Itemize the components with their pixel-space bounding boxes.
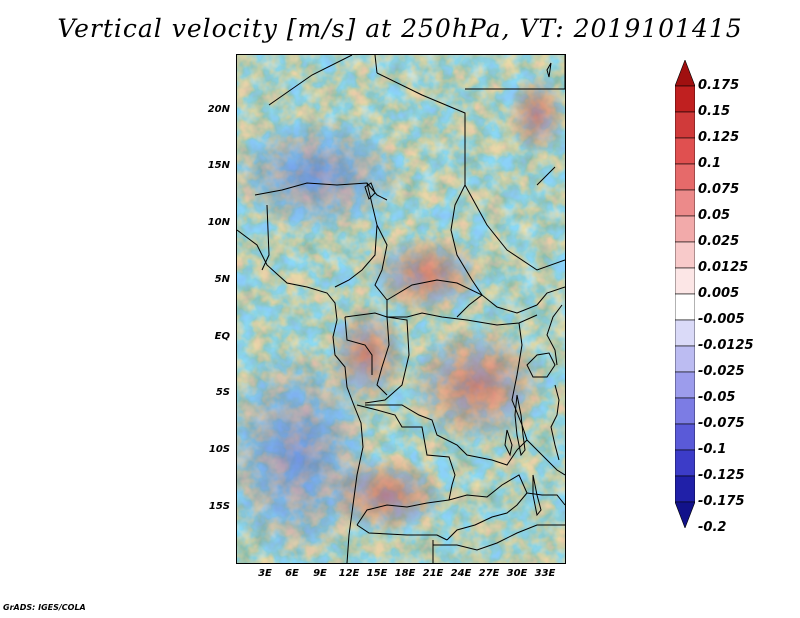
colorbar-label: -0.175	[698, 494, 745, 509]
colorbar-segment	[674, 475, 696, 503]
lat-label-5n: 5N	[214, 274, 230, 285]
grads-credit: GrADS: IGES/COLA	[3, 603, 86, 612]
lat-label-5s: 5S	[215, 387, 230, 398]
colorbar-label: 0.005	[698, 286, 740, 301]
colorbar-label: 0.175	[698, 78, 740, 93]
colorbar-label: -0.1	[698, 442, 727, 457]
colorbar-segment	[674, 189, 696, 217]
lat-label-10s: 10S	[208, 444, 230, 455]
colorbar-segment	[674, 85, 696, 113]
colorbar-segment	[674, 137, 696, 165]
colorbar-label: 0.1	[698, 156, 722, 171]
colorbar	[674, 59, 696, 532]
colorbar-segment	[674, 319, 696, 347]
colorbar-label: 0.125	[698, 130, 740, 145]
colorbar-label: -0.05	[698, 390, 736, 405]
colorbar-segment	[674, 501, 696, 529]
colorbar-segment	[674, 215, 696, 243]
country-borders	[237, 55, 565, 563]
colorbar-segment	[674, 423, 696, 451]
lon-label-3e: 3E	[258, 568, 272, 579]
lon-label-9e: 9E	[313, 568, 327, 579]
lon-label-33e: 33E	[534, 568, 556, 579]
colorbar-label: 0.025	[698, 234, 740, 249]
colorbar-label: -0.0125	[698, 338, 754, 353]
lon-label-21e: 21E	[422, 568, 444, 579]
colorbar-segment	[674, 449, 696, 477]
colorbar-label: -0.075	[698, 416, 745, 431]
colorbar-label: 0.15	[698, 104, 731, 119]
colorbar-segment	[674, 241, 696, 269]
lon-label-24e: 24E	[450, 568, 472, 579]
lat-label-20n: 20N	[207, 104, 230, 115]
colorbar-segment	[674, 293, 696, 321]
lon-label-18e: 18E	[394, 568, 416, 579]
colorbar-segment	[674, 163, 696, 191]
lat-label-10n: 10N	[207, 217, 230, 228]
colorbar-label: 0.075	[698, 182, 740, 197]
colorbar-segment	[674, 345, 696, 373]
vertical-velocity-map	[236, 54, 566, 564]
colorbar-segment	[674, 267, 696, 295]
colorbar-label: -0.005	[698, 312, 745, 327]
colorbar-label: -0.125	[698, 468, 745, 483]
lat-label-15s: 15S	[208, 501, 230, 512]
lon-label-30e: 30E	[506, 568, 528, 579]
lon-label-6e: 6E	[285, 568, 299, 579]
colorbar-label: 0.05	[698, 208, 731, 223]
map-title: Vertical velocity [m/s] at 250hPa, VT: 2…	[57, 14, 743, 43]
colorbar-segment	[674, 397, 696, 425]
lon-label-27e: 27E	[478, 568, 500, 579]
lon-label-15e: 15E	[366, 568, 388, 579]
colorbar-segment	[674, 59, 696, 87]
colorbar-label: -0.2	[698, 520, 727, 535]
lat-label-15n: 15N	[207, 160, 230, 171]
lon-label-12e: 12E	[338, 568, 360, 579]
colorbar-label: 0.0125	[698, 260, 749, 275]
colorbar-segment	[674, 111, 696, 139]
colorbar-label: -0.025	[698, 364, 745, 379]
colorbar-segment	[674, 371, 696, 399]
lat-label-eq: EQ	[214, 331, 230, 342]
